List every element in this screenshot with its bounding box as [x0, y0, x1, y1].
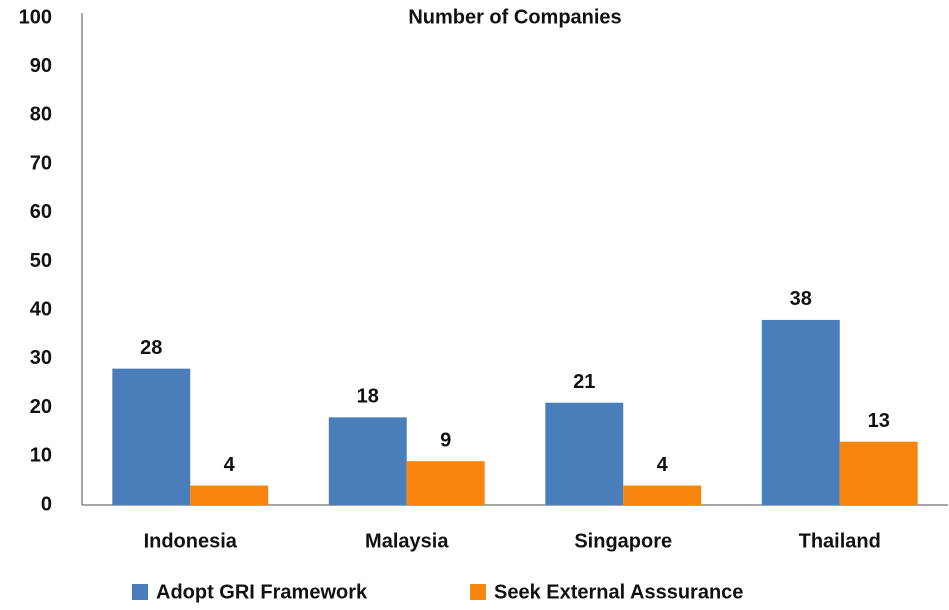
value-label: 4	[657, 454, 669, 476]
y-tick-label: 50	[30, 250, 52, 272]
value-label: 9	[440, 429, 451, 451]
value-label: 4	[224, 454, 236, 476]
value-label: 21	[573, 371, 595, 393]
bar	[112, 368, 191, 505]
bar	[761, 319, 840, 505]
bar	[839, 441, 918, 505]
value-label: 13	[868, 410, 890, 432]
y-tick-label: 90	[30, 55, 52, 77]
x-tick-label: Thailand	[799, 530, 881, 552]
value-label: 38	[790, 288, 812, 310]
legend-label: Adopt GRI Framework	[156, 581, 368, 603]
y-tick-label: 20	[30, 396, 52, 418]
y-tick-label: 10	[30, 445, 52, 467]
y-tick-label: 40	[30, 298, 52, 320]
y-tick-label: 0	[41, 493, 52, 515]
value-label: 18	[357, 386, 379, 408]
x-tick-label: Singapore	[574, 530, 672, 552]
bar	[623, 485, 702, 505]
bar	[190, 485, 269, 505]
x-tick-label: Malaysia	[365, 530, 449, 552]
legend-label: Seek External Asssurance	[494, 581, 743, 603]
legend-swatch	[132, 584, 148, 600]
y-tick-label: 60	[30, 201, 52, 223]
y-tick-label: 80	[30, 104, 52, 126]
value-label: 28	[140, 337, 162, 359]
y-tick-label: 70	[30, 152, 52, 174]
y-tick-label: 30	[30, 347, 52, 369]
y-tick-label: 100	[19, 6, 52, 28]
bar	[406, 461, 485, 505]
legend-swatch	[470, 584, 486, 600]
chart-title: Number of Companies	[408, 6, 621, 28]
bar	[545, 402, 624, 505]
x-tick-label: Indonesia	[144, 530, 238, 552]
bar	[328, 417, 407, 505]
